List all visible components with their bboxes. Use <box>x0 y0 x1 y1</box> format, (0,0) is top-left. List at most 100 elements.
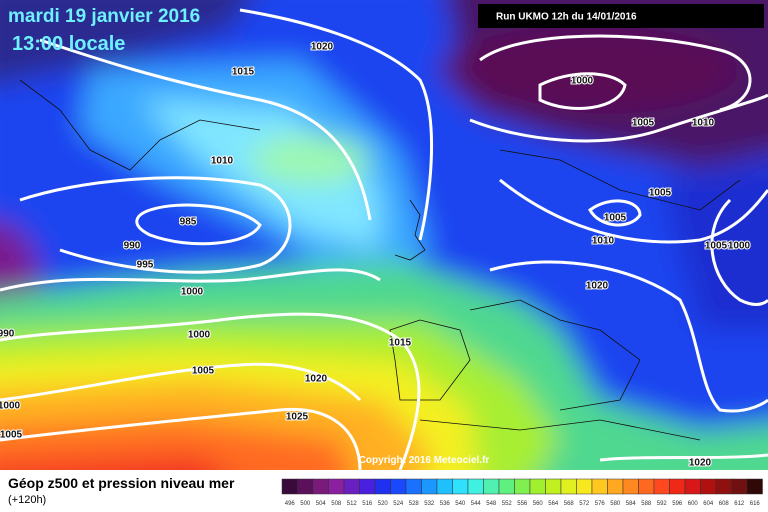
scale-swatch <box>560 478 577 495</box>
isobar-label: 1005 <box>604 213 627 224</box>
isobars <box>0 8 768 470</box>
scale-swatch <box>514 478 531 495</box>
scale-label: 500 <box>300 501 311 507</box>
footer-lead: (+120h) <box>8 494 46 506</box>
scale-swatch <box>498 478 515 495</box>
isobar-label: 995 <box>137 260 154 271</box>
scale-swatch <box>622 478 639 495</box>
isobar-label: 1005 <box>632 118 655 129</box>
scale-swatch <box>529 478 546 495</box>
scale-label: 524 <box>393 501 404 507</box>
scale-swatch <box>607 478 624 495</box>
scale-label: 544 <box>471 501 482 507</box>
scale-label: 580 <box>610 501 621 507</box>
scale-label: 512 <box>347 501 358 507</box>
scale-swatch <box>359 478 376 495</box>
scale-label: 576 <box>595 501 606 507</box>
scale-label: 556 <box>517 501 528 507</box>
isobar-label: 990 <box>0 329 15 340</box>
isobar-label: 1005 <box>192 366 215 377</box>
scale-label: 584 <box>626 501 637 507</box>
isobar-label: 1000 <box>728 241 751 252</box>
isobar-label: 1010 <box>592 236 615 247</box>
isobar-label: 1005 <box>705 241 728 252</box>
scale-label: 516 <box>362 501 373 507</box>
scale-swatch <box>343 478 360 495</box>
isobar-label: 1000 <box>0 401 21 412</box>
scale-swatch <box>700 478 717 495</box>
scale-swatch <box>746 478 763 495</box>
scale-swatch <box>483 478 500 495</box>
scale-label: 552 <box>502 501 513 507</box>
scale-swatch <box>405 478 422 495</box>
scale-swatch <box>638 478 655 495</box>
scale-swatch <box>576 478 593 495</box>
scale-swatch <box>669 478 686 495</box>
scale-label: 560 <box>533 501 544 507</box>
scale-label: 508 <box>331 501 342 507</box>
scale-swatch <box>591 478 608 495</box>
isobar-label: 1025 <box>286 412 309 423</box>
scale-label: 604 <box>703 501 714 507</box>
scale-label: 536 <box>440 501 451 507</box>
isobar-label: 1000 <box>181 287 204 298</box>
scale-swatch <box>374 478 391 495</box>
scale-swatch <box>436 478 453 495</box>
isobar-label: 1015 <box>232 67 255 78</box>
isobar-label: 1010 <box>211 156 234 167</box>
scale-swatch <box>281 478 298 495</box>
scale-swatch <box>328 478 345 495</box>
scale-swatch <box>312 478 329 495</box>
date: mardi 19 janvier 2016 <box>8 6 200 27</box>
time: 13:00 locale <box>12 33 125 55</box>
scale-label: 608 <box>719 501 730 507</box>
scale-label: 504 <box>316 501 327 507</box>
scale-label: 612 <box>734 501 745 507</box>
scale-label: 592 <box>657 501 668 507</box>
scale-swatch <box>467 478 484 495</box>
isobar-label: 1000 <box>188 330 211 341</box>
color-scale: 496 500 504 508 512 516 520 524 528 532 536 540 544 5… <box>281 478 763 507</box>
isobar-label: 1020 <box>689 458 712 469</box>
isobar-label: 1015 <box>389 338 412 349</box>
scale-swatch <box>653 478 670 495</box>
scale-label: 616 <box>750 501 761 507</box>
scale-label: 596 <box>672 501 683 507</box>
scale-label: 548 <box>486 501 497 507</box>
isobar-label: 1020 <box>586 281 609 292</box>
isobar-label: 985 <box>180 217 197 228</box>
scale-label: 572 <box>579 501 590 507</box>
copyright: Copyright 2016 Meteociel.fr <box>359 455 490 466</box>
coastlines <box>19 79 741 441</box>
isobar-label: 1005 <box>0 430 23 441</box>
scale-label: 600 <box>688 501 699 507</box>
isobar-label: 990 <box>124 241 141 252</box>
scale-swatch <box>421 478 438 495</box>
scale-swatch <box>715 478 732 495</box>
run-info: Run UKMO 12h du 14/01/2016 <box>496 12 637 23</box>
scale-label: 532 <box>424 501 435 507</box>
isobar-label: 1020 <box>311 42 334 53</box>
scale-label: 588 <box>641 501 652 507</box>
scale-label: 564 <box>548 501 559 507</box>
isobar-label: 1005 <box>649 188 672 199</box>
isobar-label: 1000 <box>571 76 594 87</box>
scale-swatch <box>545 478 562 495</box>
scale-label: 496 <box>285 501 296 507</box>
isobar-label: 1010 <box>692 118 715 129</box>
run-box <box>478 4 764 28</box>
scale-swatch <box>452 478 469 495</box>
footer-title: Géop z500 et pression niveau mer <box>8 475 235 491</box>
scale-label: 540 <box>455 501 466 507</box>
scale-swatch <box>731 478 748 495</box>
scale-swatch <box>390 478 407 495</box>
scale-swatch <box>684 478 701 495</box>
scale-label: 528 <box>409 501 420 507</box>
scale-label: 568 <box>564 501 575 507</box>
isobar-label: 1020 <box>305 374 328 385</box>
scale-swatch <box>297 478 314 495</box>
